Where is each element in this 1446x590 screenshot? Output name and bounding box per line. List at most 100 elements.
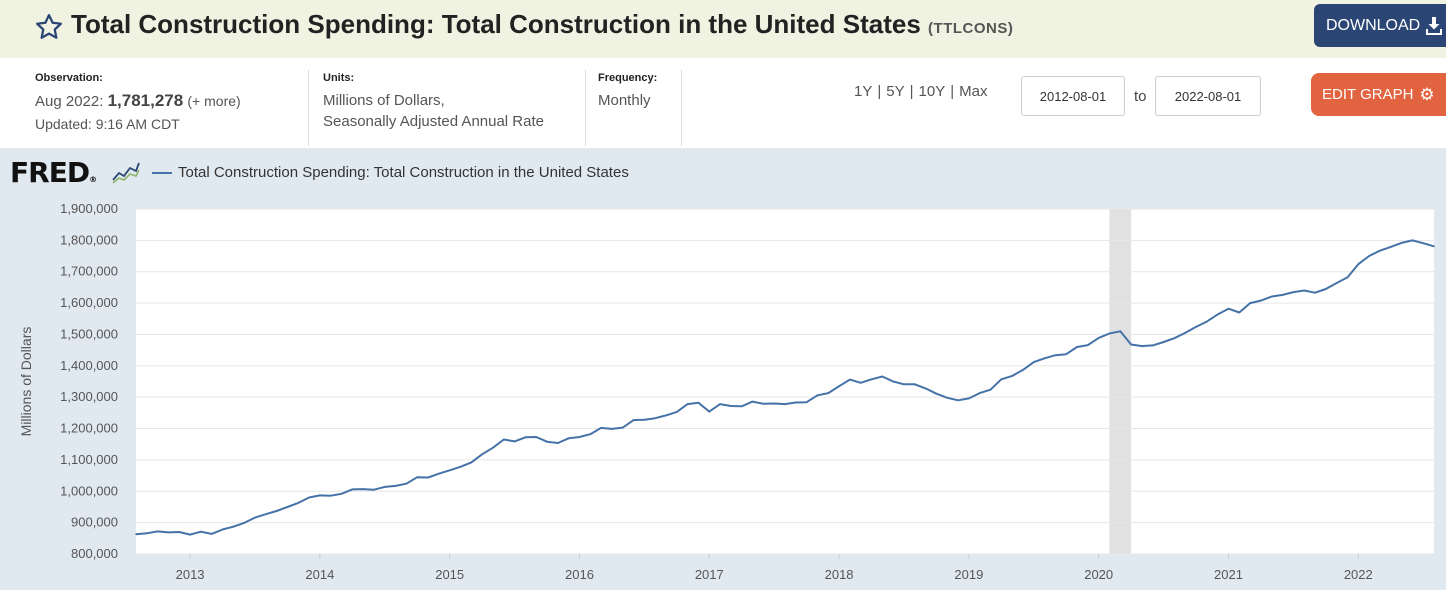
data-point <box>1314 291 1316 294</box>
chart-legend: Total Construction Spending: Total Const… <box>152 164 629 181</box>
data-point <box>881 375 884 378</box>
data-point <box>859 381 862 384</box>
y-axis-label: Millions of Dollars <box>18 327 34 437</box>
frequency-value: Monthly <box>598 92 651 109</box>
data-point <box>708 410 711 413</box>
data-point <box>1151 344 1154 347</box>
data-point <box>416 476 419 478</box>
data-point <box>805 401 808 403</box>
line-chart[interactable]: 800,000 900,000 1,000,000 1,100,000 1,200,00… <box>0 148 1446 590</box>
data-point <box>189 533 191 536</box>
updated-time: Updated: 9:16 AM CDT <box>35 116 180 132</box>
data-point <box>567 437 570 440</box>
data-point <box>816 394 819 397</box>
data-point <box>524 436 527 439</box>
data-point <box>275 510 278 512</box>
data-point <box>1303 289 1305 292</box>
download-button[interactable]: DOWNLOAD <box>1314 4 1446 47</box>
data-point <box>492 446 494 449</box>
data-point <box>1216 313 1219 316</box>
data-point <box>989 388 992 391</box>
edit-graph-button[interactable]: EDIT GRAPH ⚙ <box>1311 73 1446 116</box>
data-point <box>1325 288 1327 290</box>
data-point <box>686 403 689 405</box>
range-1y[interactable]: 1Y <box>854 83 873 100</box>
data-point <box>1022 369 1024 371</box>
data-point <box>697 402 700 404</box>
data-point <box>1346 276 1349 279</box>
star-icon[interactable] <box>34 12 64 42</box>
x-tick-label: 2013 <box>176 567 205 582</box>
range-5y[interactable]: 5Y <box>886 83 905 100</box>
data-point <box>232 525 235 528</box>
data-point <box>221 528 224 531</box>
data-point <box>730 405 732 407</box>
range-max[interactable]: Max <box>959 83 988 100</box>
data-point <box>795 401 797 404</box>
observation-block: Observation: Aug 2022: 1,781,278 (+ more… <box>35 72 241 135</box>
series-header: Total Construction Spending: Total Const… <box>0 0 1446 58</box>
data-point <box>459 466 462 468</box>
y-tick-label: 900,000 <box>71 515 118 530</box>
data-point <box>535 436 538 438</box>
y-tick-label: 1,400,000 <box>60 358 118 373</box>
data-point <box>1141 345 1143 347</box>
observation-value: 1,781,278 <box>107 91 184 110</box>
data-point <box>643 418 646 421</box>
data-point <box>297 502 300 504</box>
y-tick-label: 1,100,000 <box>60 452 118 467</box>
legend-label: Total Construction Spending: Total Const… <box>178 164 629 181</box>
data-point <box>773 402 775 405</box>
data-point <box>589 433 592 435</box>
x-tick-label: 2019 <box>954 567 983 582</box>
data-point <box>502 438 505 441</box>
data-point <box>924 387 927 390</box>
data-point <box>870 378 873 381</box>
y-tick-label: 1,700,000 <box>60 264 118 279</box>
data-point <box>1335 282 1338 284</box>
data-point <box>1119 330 1122 333</box>
data-point <box>1238 311 1241 314</box>
data-point <box>1433 245 1435 248</box>
data-point <box>1249 302 1251 304</box>
data-point <box>427 476 429 479</box>
data-point <box>946 397 949 399</box>
data-point <box>762 402 765 405</box>
data-point <box>1400 242 1403 244</box>
plot-area <box>136 209 1434 554</box>
fred-logo-chart-icon <box>112 160 140 184</box>
more-observations-link[interactable]: (+ more) <box>187 93 241 109</box>
data-point <box>383 486 386 488</box>
data-point <box>751 400 754 403</box>
data-point <box>1162 341 1165 343</box>
to-label: to <box>1134 88 1147 105</box>
start-date-input[interactable]: 2012-08-01 <box>1021 76 1125 116</box>
series-title: Total Construction Spending: Total Const… <box>71 9 921 39</box>
data-point <box>1422 242 1424 244</box>
data-point <box>611 428 613 430</box>
range-10y[interactable]: 10Y <box>918 83 946 100</box>
data-point <box>957 399 959 402</box>
data-point <box>286 506 289 508</box>
series-meta: Observation: Aug 2022: 1,781,278 (+ more… <box>0 58 1446 149</box>
data-point <box>1130 343 1132 346</box>
x-tick-label: 2014 <box>305 567 334 582</box>
series-id: (TTLCONS) <box>928 20 1014 37</box>
x-tick-label: 2022 <box>1344 567 1373 582</box>
data-point <box>546 440 548 443</box>
divider <box>585 70 586 146</box>
edit-graph-label: EDIT GRAPH <box>1322 86 1414 103</box>
data-point <box>340 492 343 495</box>
fred-logo: FRED® <box>10 156 97 189</box>
frequency-block: Frequency: Monthly <box>598 72 657 111</box>
end-date-input[interactable]: 2022-08-01 <box>1155 76 1261 116</box>
data-point <box>405 482 408 485</box>
download-icon <box>1426 16 1443 35</box>
range-selector: 1Y | 5Y | 10Y | Max <box>854 83 988 100</box>
data-point <box>1260 299 1262 302</box>
data-point <box>1368 255 1370 257</box>
divider <box>308 70 309 146</box>
units-line1: Millions of Dollars, <box>323 92 445 109</box>
data-point <box>329 494 332 497</box>
data-point <box>557 442 559 444</box>
